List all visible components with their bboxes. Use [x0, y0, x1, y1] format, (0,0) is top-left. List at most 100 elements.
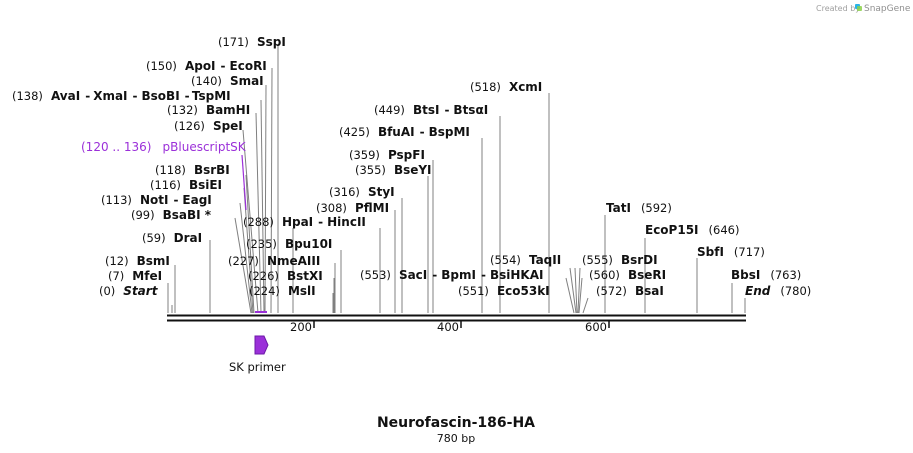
enzyme-name: Bpu10I: [285, 237, 332, 251]
site-position: (59): [142, 231, 166, 245]
enzyme-name: SmaI: [230, 74, 264, 88]
site-label-row: (126) SpeI: [174, 119, 243, 133]
site-position: (132): [167, 103, 198, 117]
enzyme-name: BbsI: [731, 268, 760, 282]
enzyme-name: StyI: [368, 185, 395, 199]
site-position: (646): [709, 223, 740, 237]
site-position: (171): [218, 35, 249, 49]
site-label-row: (355) BseYI: [355, 163, 432, 177]
cut-site-leaders: [167, 45, 746, 314]
enzyme-name: BsoBI: [142, 89, 180, 103]
site-position: (113): [101, 193, 132, 207]
enzyme-name: BsmI: [137, 254, 170, 268]
enzyme-name: HpaI: [282, 215, 313, 229]
site-label-row: (518) XcmI: [470, 80, 542, 94]
site-label-row: (7) MfeI: [108, 269, 162, 283]
site-position: (12): [105, 254, 129, 268]
site-label-row: (118) BsrBI: [155, 163, 230, 177]
site-position: (555): [582, 253, 613, 267]
site-position: (7): [108, 269, 124, 283]
enzyme-name: EcoP15I: [645, 223, 699, 237]
site-position: (235): [246, 237, 277, 251]
enzyme-name: BseYI: [394, 163, 432, 177]
site-position: (308): [316, 201, 347, 215]
enzyme-name: BtsI: [413, 103, 440, 117]
sk-primer-arrow-icon: [254, 335, 269, 355]
feature-range: (120 .. 136): [81, 140, 151, 154]
enzyme-name: BsiEI: [189, 178, 222, 192]
site-position: (553): [360, 268, 391, 282]
enzyme-name: SspI: [257, 35, 286, 49]
enzyme-name: BpmI: [441, 268, 476, 282]
site-position: (118): [155, 163, 186, 177]
site-position: (140): [191, 74, 222, 88]
enzyme-name: Eco53kI: [497, 284, 550, 298]
site-label-row: (425) BfuAI - BspMI: [339, 125, 470, 139]
site-label-row: (150) ApoI - EcoRI: [146, 59, 267, 73]
site-position: (449): [374, 103, 405, 117]
site-position: (560): [589, 268, 620, 282]
feature-name: pBluescriptSK: [163, 140, 247, 154]
site-label-row: (12) BsmI: [105, 254, 170, 268]
site-label-row: SbfI (717): [697, 245, 765, 259]
site-position: (224): [249, 284, 280, 298]
site-position: (138): [12, 89, 43, 103]
site-label-row: (132) BamHI: [167, 103, 250, 117]
site-label-row: (555) BsrDI: [582, 253, 658, 267]
credit-prefix: Created by: [816, 4, 860, 13]
enzyme-name: SpeI: [213, 119, 243, 133]
site-position: (150): [146, 59, 177, 73]
site-label-row: (226) BstXI: [248, 269, 323, 283]
pbluescriptsk-label: (120 .. 136) pBluescriptSK: [81, 136, 247, 155]
site-position: (0): [99, 284, 115, 298]
site-position: (227): [228, 254, 259, 268]
axis-tick-label: 400: [437, 320, 459, 334]
enzyme-name: BseRI: [628, 268, 666, 282]
site-position: (518): [470, 80, 501, 94]
enzyme-name: XcmI: [509, 80, 542, 94]
site-position: (99): [131, 208, 155, 222]
site-position: (717): [734, 245, 765, 259]
map-length: 780 bp: [437, 432, 475, 445]
site-position: (116): [150, 178, 181, 192]
enzyme-name: XmaI: [93, 89, 127, 103]
site-label-row: (113) NotI - EagI: [101, 193, 212, 207]
enzyme-name: HincII: [327, 215, 366, 229]
enzyme-name: MslI: [288, 284, 316, 298]
site-label-row: TatI (592): [606, 201, 672, 215]
enzyme-name: SacI: [399, 268, 427, 282]
site-label-row: (553) SacI - BpmI - BsiHKAI: [360, 268, 543, 282]
dna-backbone: [167, 314, 746, 322]
enzyme-name: BsaI: [635, 284, 664, 298]
snapgene-logo-icon: [855, 4, 862, 11]
site-label-row: (560) BseRI: [589, 268, 666, 282]
site-position: (126): [174, 119, 205, 133]
site-position: (355): [355, 163, 386, 177]
site-label-row: (554) TaqII: [490, 253, 561, 267]
site-position: (316): [329, 185, 360, 199]
enzyme-name: BsiHKAI: [490, 268, 544, 282]
site-label-row: (116) BsiEI: [150, 178, 222, 192]
site-label-row: (288) HpaI - HincII: [243, 215, 366, 229]
site-label-row: (171) SspI: [218, 35, 286, 49]
site-position: (425): [339, 125, 370, 139]
enzyme-name: AvaI: [51, 89, 80, 103]
site-position: (554): [490, 253, 521, 267]
enzyme-name: TaqII: [529, 253, 561, 267]
site-label-row: (138) AvaI - XmaI - BsoBI - TspMI: [12, 89, 231, 103]
site-position: (551): [458, 284, 489, 298]
site-position: (592): [641, 201, 672, 215]
site-label-row: (449) BtsI - BtsαI: [374, 103, 488, 117]
enzyme-name: NmeAIII: [267, 254, 320, 268]
site-position: (359): [349, 148, 380, 162]
enzyme-name: BfuAI: [378, 125, 415, 139]
site-label-row: (572) BsaI: [596, 284, 664, 298]
site-label-row: (227) NmeAIII: [228, 254, 320, 268]
enzyme-name: BamHI: [206, 103, 250, 117]
enzyme-name: TatI: [606, 201, 631, 215]
enzyme-name: BtsαI: [453, 103, 488, 117]
credit-product: SnapGene: [864, 4, 911, 14]
site-label-row: (99) BsaBI *: [131, 208, 212, 222]
enzyme-name: NotI: [140, 193, 169, 207]
